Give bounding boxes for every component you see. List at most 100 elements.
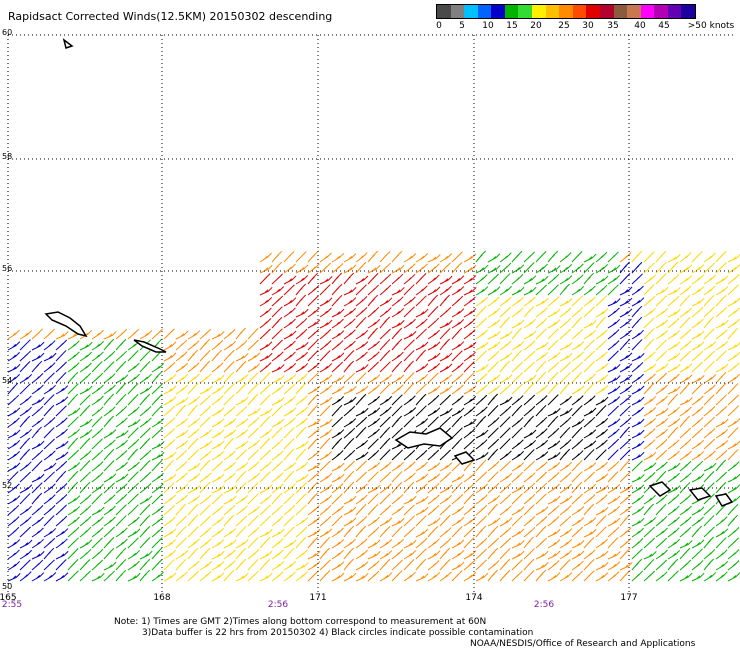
wind-barb xyxy=(175,362,188,373)
wind-barb xyxy=(631,339,643,351)
wind-barb xyxy=(499,558,511,571)
wind-barb xyxy=(235,539,249,549)
wind-barb xyxy=(223,514,235,527)
wind-barb xyxy=(391,494,404,505)
wind-barb xyxy=(595,329,608,340)
wind-barb xyxy=(619,438,631,450)
wind-barb xyxy=(427,473,441,483)
wind-barb xyxy=(403,306,415,318)
wind-barb xyxy=(55,528,69,538)
wind-barb xyxy=(175,526,187,538)
legend-swatch xyxy=(491,5,505,18)
wind-barb xyxy=(151,483,164,494)
wind-barb xyxy=(355,295,368,307)
wind-barb xyxy=(139,495,153,505)
wind-barb xyxy=(439,320,453,329)
wind-barb xyxy=(667,426,679,439)
wind-barb xyxy=(115,483,128,494)
wind-barb xyxy=(559,307,572,318)
wind-barb xyxy=(331,505,344,516)
wind-barb xyxy=(667,485,681,494)
wind-barb xyxy=(379,416,391,428)
wind-barb xyxy=(619,417,632,428)
wind-barb xyxy=(571,361,583,373)
wind-barb xyxy=(331,483,344,494)
wind-barb xyxy=(151,459,163,472)
wind-barb xyxy=(415,473,429,483)
wind-barb xyxy=(355,307,368,318)
wind-barb xyxy=(295,264,309,274)
wind-barb xyxy=(403,559,415,571)
wind-barb xyxy=(691,451,705,461)
wind-barb xyxy=(115,393,127,406)
wind-barb xyxy=(223,549,236,560)
wind-barb xyxy=(31,551,45,560)
wind-barb xyxy=(559,461,573,472)
wind-barb xyxy=(139,350,151,362)
wind-barb xyxy=(439,394,451,406)
wind-barb xyxy=(403,550,417,560)
wind-barb xyxy=(247,549,260,560)
wind-barb xyxy=(163,374,177,384)
wind-barb xyxy=(79,341,93,351)
wind-barb xyxy=(331,450,344,461)
wind-barb xyxy=(571,351,584,362)
wind-barb xyxy=(667,352,681,362)
wind-barb xyxy=(151,559,163,571)
wind-barb xyxy=(475,264,489,274)
wind-barb xyxy=(19,395,32,406)
wind-barb xyxy=(571,427,583,439)
wind-barb xyxy=(667,274,680,285)
wind-barb xyxy=(607,561,621,571)
wind-barb xyxy=(463,329,476,340)
wind-barb xyxy=(703,405,716,417)
wind-barb xyxy=(319,307,332,318)
wind-barb xyxy=(343,286,357,296)
wind-barb xyxy=(475,452,489,461)
wind-barb xyxy=(571,570,583,582)
wind-barb xyxy=(523,515,536,527)
wind-barb xyxy=(379,374,393,384)
wind-barb xyxy=(103,570,116,582)
wind-barb xyxy=(511,484,525,494)
wind-barb xyxy=(283,571,296,582)
wind-barb xyxy=(607,375,621,384)
wind-barb xyxy=(391,517,405,527)
wind-barb xyxy=(643,338,655,351)
wind-barb xyxy=(343,427,356,439)
wind-barb xyxy=(43,494,56,505)
wind-barb xyxy=(619,329,632,340)
wind-barb xyxy=(547,352,561,362)
wind-barb xyxy=(319,569,331,582)
wind-barb xyxy=(295,417,308,428)
wind-barb xyxy=(211,395,224,406)
wind-barb xyxy=(259,536,271,549)
wind-barb xyxy=(187,404,198,417)
wind-barb xyxy=(7,417,20,428)
wind-barb xyxy=(307,505,320,516)
wind-barb xyxy=(463,516,476,527)
wind-barb xyxy=(511,361,524,373)
wind-barb xyxy=(127,516,140,527)
wind-barb xyxy=(43,471,55,483)
wind-barb xyxy=(451,350,463,362)
wind-barb xyxy=(151,383,163,395)
wind-barb xyxy=(151,405,163,417)
wind-barb xyxy=(451,275,465,285)
wind-barb xyxy=(343,517,357,527)
wind-barb xyxy=(607,251,619,263)
wind-barb xyxy=(43,340,56,351)
wind-barb xyxy=(475,364,489,373)
wind-barb xyxy=(427,352,441,362)
wind-barb xyxy=(67,470,79,483)
wind-barb xyxy=(127,418,141,428)
wind-barb xyxy=(703,558,715,571)
wind-barb xyxy=(31,482,43,494)
wind-barb xyxy=(127,504,139,516)
wind-barb xyxy=(547,560,560,571)
wind-barb xyxy=(283,407,297,417)
wind-barb xyxy=(43,372,55,384)
wind-barb xyxy=(727,405,739,417)
wind-barb xyxy=(271,504,283,516)
wind-barb xyxy=(235,418,249,428)
